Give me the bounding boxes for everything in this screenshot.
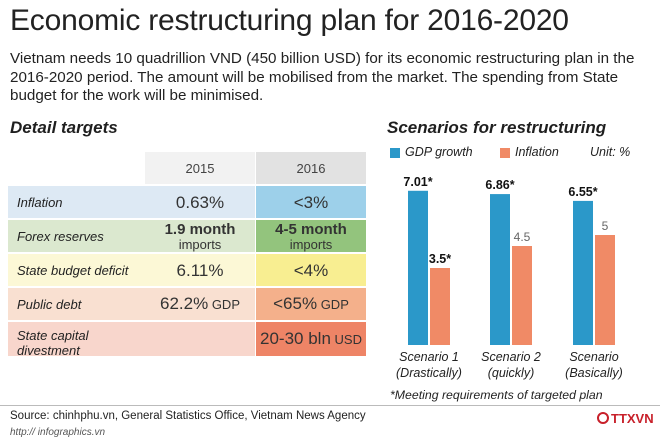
bar-inflation-3 <box>595 235 615 345</box>
value-2015 <box>145 322 255 356</box>
category-sublabel-3: (Basically) <box>565 366 623 380</box>
value-2016: 4-5 month imports <box>256 220 366 252</box>
site-url: http:// infographics.vn <box>10 427 106 438</box>
column-header-2015: 2015 <box>145 152 255 184</box>
table-heading: Detail targets <box>10 118 118 137</box>
row-label: State budget deficit <box>8 254 145 286</box>
value-2015: 0.63% <box>145 186 255 218</box>
category-sublabel-2: (quickly) <box>488 366 535 380</box>
table-row-budget-deficit: State budget deficit 6.11% <4% <box>8 254 366 286</box>
value-2016: <3% <box>256 186 366 218</box>
intro-paragraph: Vietnam needs 10 quadrillion VND (450 bi… <box>10 50 635 104</box>
data-label-gdp-3: 6.55* <box>568 185 597 199</box>
category-label-1: Scenario 1 <box>399 350 459 364</box>
bar-gdp-3 <box>573 200 593 345</box>
value-2016: 20-30 bln USD <box>256 322 366 356</box>
data-label-inflation-2: 4.5 <box>514 230 531 244</box>
legend-label-inflation: Inflation <box>515 145 559 159</box>
value-2016: <4% <box>256 254 366 286</box>
source-text: Source: chinhphu.vn, General Statistics … <box>10 410 366 422</box>
value-2016: <65% GDP <box>256 288 366 320</box>
chart-title: Scenarios for restructuring <box>387 118 607 137</box>
bar-gdp-1 <box>408 190 428 345</box>
footer-divider <box>0 405 660 406</box>
legend-swatch-inflation <box>500 148 510 158</box>
value-2015: 6.11% <box>145 254 255 286</box>
table-row-inflation: Inflation 0.63% <3% <box>8 186 366 218</box>
row-label: Public debt <box>8 288 145 320</box>
category-label-2: Scenario 2 <box>481 350 541 364</box>
category-label-3: Scenario <box>569 350 618 364</box>
category-sublabel-1: (Drastically) <box>396 366 462 380</box>
ttxvn-logo-icon: TTXVN <box>597 411 653 426</box>
data-label-inflation-3: 5 <box>602 219 609 233</box>
bar-inflation-1 <box>430 268 450 345</box>
bar-inflation-2 <box>512 246 532 345</box>
data-label-gdp-2: 6.86* <box>485 178 514 192</box>
column-header-2016: 2016 <box>256 152 366 184</box>
table-row-divestment: State capital divestment 20-30 bln USD <box>8 322 366 358</box>
value-2015: 62.2% GDP <box>145 288 255 320</box>
row-label: Forex reserves <box>8 220 145 252</box>
bar-gdp-2 <box>490 194 510 345</box>
scenario-bar-chart: 7.01* 3.5* Scenario 1 (Drastically) 6.86* 4.5… <box>396 175 623 380</box>
table-row-public-debt: Public debt 62.2% GDP <65% GDP <box>8 288 366 320</box>
value-2015: 1.9 month imports <box>145 220 255 252</box>
data-label-gdp-1: 7.01* <box>403 175 432 189</box>
page-title: Economic restructuring plan for 2016-202… <box>10 4 569 37</box>
table-row-forex: Forex reserves 1.9 month imports 4-5 mon… <box>8 220 366 252</box>
row-label: State capital divestment <box>8 322 145 358</box>
chart-footnote: *Meeting requirements of targeted plan <box>390 388 603 402</box>
legend-swatch-gdp <box>390 148 400 158</box>
legend-label-gdp: GDP growth <box>405 145 473 159</box>
row-label: Inflation <box>8 186 145 218</box>
data-label-inflation-1: 3.5* <box>429 252 451 266</box>
unit-label: Unit: % <box>590 145 631 159</box>
svg-text:TTXVN: TTXVN <box>611 411 653 426</box>
